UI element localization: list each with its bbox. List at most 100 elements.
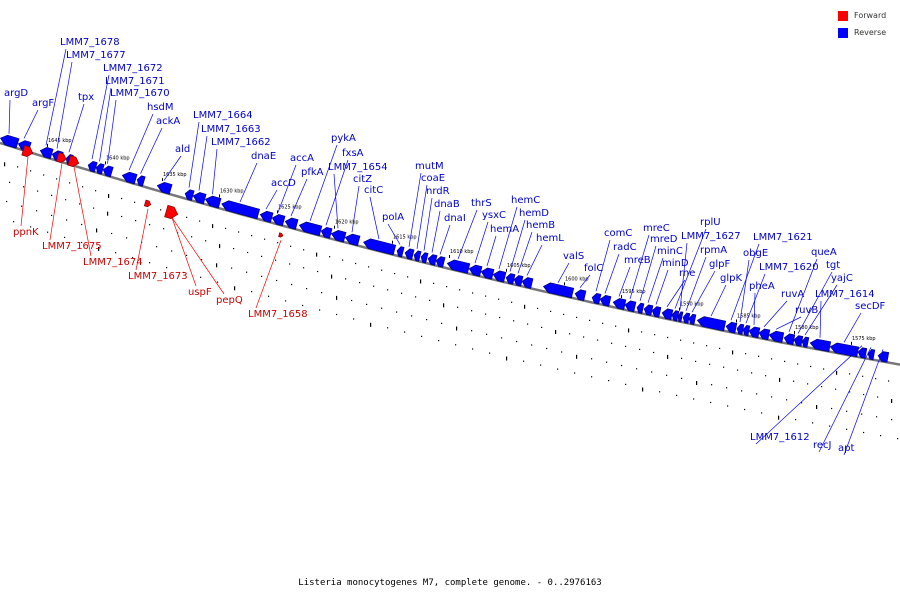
gene-glpk[interactable] — [696, 315, 727, 332]
gene-uspf[interactable] — [164, 204, 180, 220]
gene-label-ald[interactable]: ald — [175, 144, 190, 155]
gene-argd[interactable] — [0, 133, 20, 149]
gene-label-argd[interactable]: argD — [4, 88, 28, 99]
gene-hemc[interactable] — [492, 270, 507, 283]
gene-lmm7-1627[interactable] — [677, 311, 684, 323]
gene-label-mred[interactable]: mreD — [650, 234, 678, 245]
gene-lmm7-1621[interactable] — [725, 321, 738, 334]
gene-label-mreb[interactable]: mreB — [624, 255, 651, 266]
gene-label-recj[interactable]: recJ — [813, 440, 832, 451]
gene-label-dnae[interactable]: dnaE — [251, 151, 276, 162]
gene-ruvb[interactable] — [768, 330, 785, 343]
gene-label-lmm7-1663[interactable]: LMM7_1663 — [201, 124, 261, 135]
gene-lmm7-1658[interactable] — [278, 232, 284, 238]
gene-lmm7-1662[interactable] — [204, 194, 222, 209]
gene-lmm7-1674[interactable] — [67, 155, 80, 168]
gene-label-argf[interactable]: argF — [32, 98, 54, 109]
gene-label-lmm7-1678[interactable]: LMM7_1678 — [60, 37, 120, 48]
gene-label-mrec[interactable]: mreC — [643, 223, 670, 234]
gene-mrec[interactable] — [624, 300, 637, 313]
gene-label-nrdr[interactable]: nrdR — [426, 186, 450, 197]
gene-label-pfka[interactable]: pfkA — [301, 167, 324, 178]
gene-nrdr[interactable] — [420, 252, 429, 264]
gene-label-obge[interactable]: obgE — [743, 248, 768, 259]
gene-label-lmm7-1675[interactable]: LMM7_1675 — [42, 241, 102, 252]
gene-label-acca[interactable]: accA — [290, 153, 314, 164]
gene-recj[interactable] — [867, 349, 876, 361]
gene-vals[interactable] — [542, 281, 575, 299]
gene-label-ruvb[interactable]: ruvB — [795, 305, 818, 316]
gene-heml[interactable] — [521, 276, 534, 289]
gene-label-quea[interactable]: queA — [811, 247, 837, 258]
gene-label-dnab[interactable]: dnaB — [434, 199, 460, 210]
gene-label-pola[interactable]: polA — [382, 212, 404, 223]
gene-label-lmm7-1677[interactable]: LMM7_1677 — [66, 50, 126, 61]
gene-label-acka[interactable]: ackA — [156, 116, 180, 127]
gene-label-apt[interactable]: apt — [838, 443, 854, 454]
gene-yajc[interactable] — [801, 336, 810, 348]
gene-folc[interactable] — [574, 289, 587, 302]
gene-label-pyka[interactable]: pykA — [331, 133, 356, 144]
gene-mutm[interactable] — [404, 248, 415, 260]
gene-label-lmm7-1621[interactable]: LMM7_1621 — [753, 232, 813, 243]
gene-label-secdf[interactable]: secDF — [855, 301, 886, 312]
gene-mred[interactable] — [636, 302, 645, 314]
gene-label-citc[interactable]: citC — [364, 185, 383, 196]
gene-label-glpf[interactable]: glpF — [709, 259, 730, 270]
gene-label-lmm7-1614[interactable]: LMM7_1614 — [815, 289, 875, 300]
gene-label-hemb[interactable]: hemB — [526, 220, 555, 231]
gene-label-rplu[interactable]: rplU — [700, 217, 721, 228]
gene-label-hema[interactable]: hemA — [490, 224, 519, 235]
gene-label-dnai[interactable]: dnaI — [444, 213, 466, 224]
gene-label-minc[interactable]: minC — [657, 246, 683, 257]
gene-label-lmm7-1674[interactable]: LMM7_1674 — [83, 257, 143, 268]
gene-label-vals[interactable]: valS — [563, 251, 584, 262]
gene-dnae[interactable] — [220, 199, 261, 220]
gene-label-lmm7-1658[interactable]: LMM7_1658 — [248, 309, 308, 320]
gene-label-heml[interactable]: hemL — [536, 233, 564, 244]
gene-label-comc[interactable]: comC — [604, 228, 632, 239]
gene-label-ysxc[interactable]: ysxC — [482, 210, 506, 221]
gene-label-thrs[interactable]: thrS — [471, 198, 492, 209]
gene-pfka[interactable] — [284, 217, 299, 230]
gene-lmm7-1654[interactable] — [330, 229, 347, 243]
gene-acka[interactable] — [136, 175, 146, 187]
gene-label-lmm7-1627[interactable]: LMM7_1627 — [681, 231, 741, 242]
gene-hsdm[interactable] — [121, 170, 138, 185]
gene-label-lmm7-1670[interactable]: LMM7_1670 — [110, 88, 170, 99]
gene-label-phea[interactable]: pheA — [749, 281, 775, 292]
gene-label-lmm7-1662[interactable]: LMM7_1662 — [211, 137, 271, 148]
gene-dnai[interactable] — [435, 256, 446, 268]
gene-radc[interactable] — [599, 294, 612, 307]
gene-label-lmm7-1654[interactable]: LMM7_1654 — [328, 162, 388, 173]
gene-label-mind[interactable]: minD — [662, 258, 689, 269]
gene-citz[interactable] — [344, 233, 361, 247]
gene-label-lmm7-1612[interactable]: LMM7_1612 — [750, 432, 810, 443]
gene-secdf[interactable] — [829, 342, 860, 358]
gene-label-rne[interactable]: rne — [679, 268, 695, 279]
gene-label-hsdm[interactable]: hsdM — [147, 102, 174, 113]
gene-label-folc[interactable]: folC — [584, 263, 603, 274]
gene-pyka[interactable] — [298, 220, 323, 237]
gene-label-pepq[interactable]: pepQ — [216, 295, 243, 306]
gene-ald[interactable] — [156, 181, 173, 195]
gene-label-fxsa[interactable]: fxsA — [342, 148, 364, 159]
gene-label-accd[interactable]: accD — [271, 178, 296, 189]
gene-label-glpk[interactable]: glpK — [720, 273, 742, 284]
gene-apt[interactable] — [877, 351, 890, 363]
gene-mind[interactable] — [651, 306, 662, 318]
gene-lmm7-1663[interactable] — [192, 191, 207, 205]
gene-label-tgt[interactable]: tgt — [826, 260, 840, 271]
gene-label-coae[interactable]: coaE — [421, 173, 445, 184]
gene-label-lmm7-1673[interactable]: LMM7_1673 — [128, 271, 188, 282]
gene-label-hemd[interactable]: hemD — [519, 208, 549, 219]
gene-glpf[interactable] — [688, 313, 697, 326]
gene-thrs[interactable] — [446, 258, 471, 274]
gene-lmm7-1670[interactable] — [102, 165, 114, 178]
gene-label-yajc[interactable]: yajC — [831, 273, 853, 284]
gene-acca[interactable] — [271, 213, 286, 227]
gene-citc[interactable] — [362, 237, 397, 256]
gene-ppnk[interactable] — [21, 145, 35, 158]
gene-label-lmm7-1672[interactable]: LMM7_1672 — [103, 63, 163, 74]
gene-label-lmm7-1671[interactable]: LMM7_1671 — [105, 76, 165, 87]
